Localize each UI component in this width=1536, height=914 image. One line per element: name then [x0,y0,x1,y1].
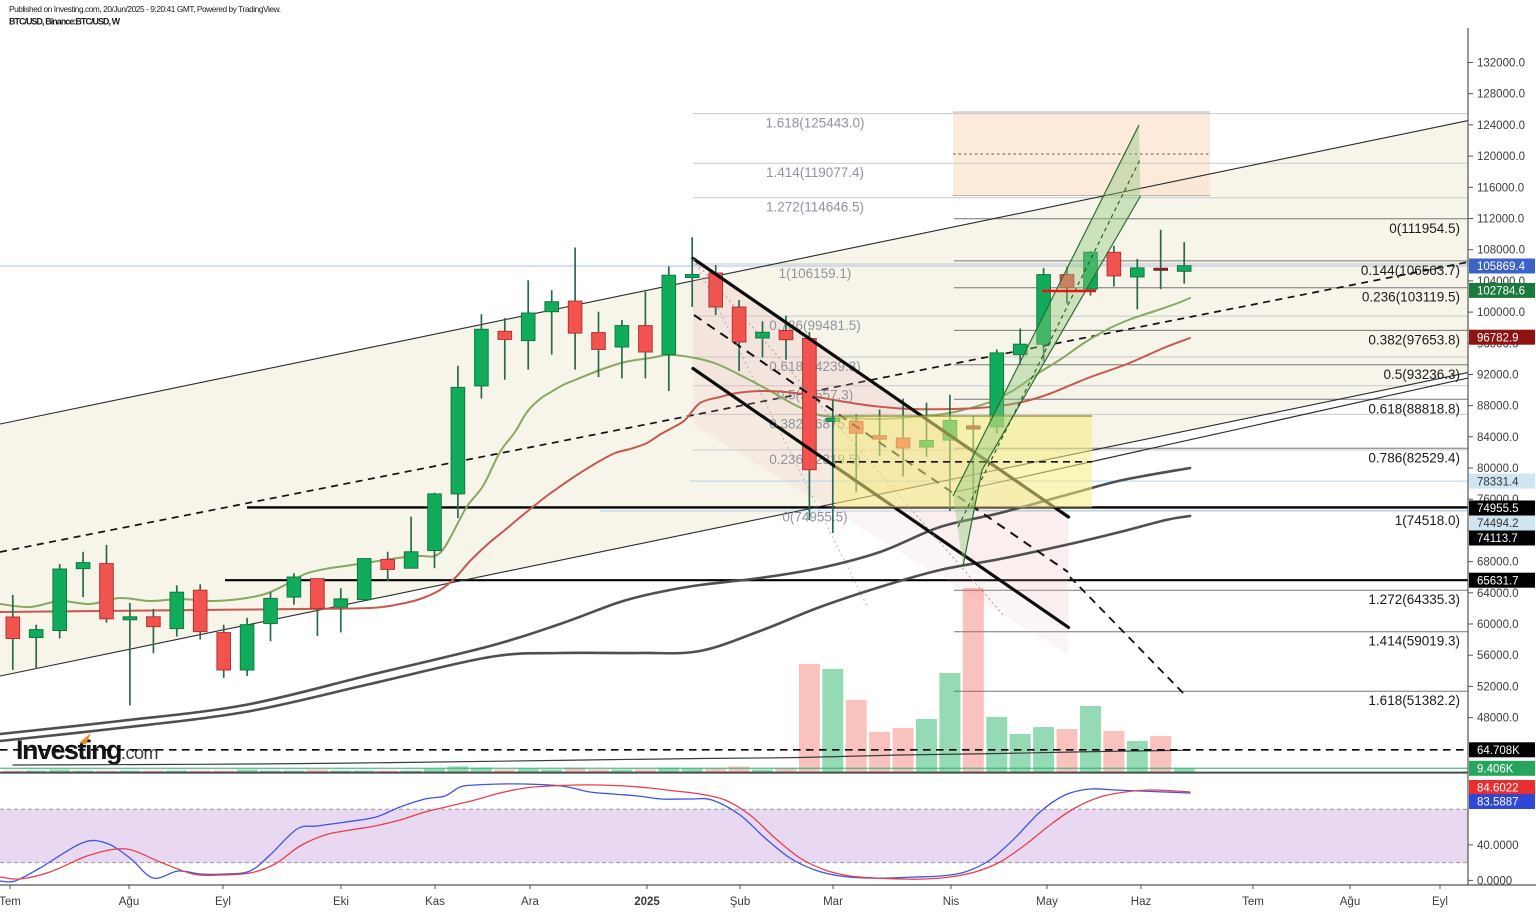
svg-text:74955.5: 74955.5 [1477,503,1519,515]
svg-text:Haz: Haz [1131,896,1152,908]
svg-text:Published on Investing.com, 20: Published on Investing.com, 20/Jun/2025 … [9,4,281,14]
svg-text:1.414(59019.3): 1.414(59019.3) [1368,634,1460,649]
svg-text:0.144(106563.7): 0.144(106563.7) [1361,263,1460,278]
svg-text:Mar: Mar [823,896,843,908]
svg-text:83.5887: 83.5887 [1477,797,1519,809]
svg-text:0.618(88818.8): 0.618(88818.8) [1368,401,1460,416]
svg-text:112000.0: 112000.0 [1477,214,1524,226]
svg-text:65631.7: 65631.7 [1477,575,1519,587]
svg-text:92000.0: 92000.0 [1477,370,1519,382]
svg-text:9.406K: 9.406K [1477,764,1514,776]
svg-text:105869.4: 105869.4 [1477,261,1526,273]
svg-text:56000.0: 56000.0 [1477,650,1519,662]
svg-text:0(111954.5): 0(111954.5) [1389,221,1460,236]
svg-text:Eyl: Eyl [1432,896,1448,908]
svg-text:96782.9: 96782.9 [1477,332,1519,344]
svg-text:Nis: Nis [943,896,960,908]
svg-text:Kas: Kas [425,896,445,908]
svg-text:0.236(103119.5): 0.236(103119.5) [1362,290,1460,305]
svg-text:80000.0: 80000.0 [1477,463,1519,475]
svg-text:102784.6: 102784.6 [1477,286,1525,298]
svg-text:120000.0: 120000.0 [1477,151,1525,163]
svg-text:1.414(119077.4): 1.414(119077.4) [766,165,864,180]
svg-text:1.272(64335.3): 1.272(64335.3) [1368,592,1460,607]
svg-text:78331.4: 78331.4 [1477,476,1519,488]
svg-text:64.708K: 64.708K [1477,745,1520,757]
svg-text:108000.0: 108000.0 [1477,245,1525,257]
svg-text:0.382(97653.8): 0.382(97653.8) [1368,332,1460,347]
svg-text:Tem: Tem [1242,896,1264,908]
svg-text:128000.0: 128000.0 [1477,89,1525,101]
svg-text:1.618(51382.2): 1.618(51382.2) [1368,693,1460,708]
svg-text:0(74955.5): 0(74955.5) [782,509,847,524]
svg-text:74113.7: 74113.7 [1477,533,1518,545]
svg-text:116000.0: 116000.0 [1477,182,1524,194]
svg-text:64000.0: 64000.0 [1477,588,1519,600]
svg-text:60000.0: 60000.0 [1477,619,1519,631]
svg-text:Ağu: Ağu [1340,896,1360,908]
svg-text:48000.0: 48000.0 [1477,713,1519,725]
svg-text:May: May [1036,896,1058,908]
svg-text:0.0000: 0.0000 [1477,875,1512,887]
svg-text:84000.0: 84000.0 [1477,432,1519,444]
svg-text:132000.0: 132000.0 [1477,58,1525,70]
svg-text:1(74518.0): 1(74518.0) [1395,513,1460,528]
svg-text:BTC/USD, Binance:BTC/USD, W: BTC/USD, Binance:BTC/USD, W [9,17,121,27]
svg-text:1.618(125443.0): 1.618(125443.0) [765,116,864,131]
svg-text:1(106159.1): 1(106159.1) [779,266,852,281]
svg-text:0.5(93236.3): 0.5(93236.3) [1383,367,1460,382]
svg-text:0.786(99481.5): 0.786(99481.5) [769,318,861,333]
svg-text:84.6022: 84.6022 [1477,783,1519,795]
svg-text:2025: 2025 [634,896,660,908]
svg-text:74494.2: 74494.2 [1477,518,1519,530]
svg-text:0.786(82529.4): 0.786(82529.4) [1368,450,1460,465]
svg-text:Ara: Ara [521,896,540,908]
svg-text:40.0000: 40.0000 [1477,840,1519,852]
svg-text:1.272(114646.5): 1.272(114646.5) [766,200,864,215]
svg-text:124000.0: 124000.0 [1477,120,1525,132]
svg-text:100000.0: 100000.0 [1477,307,1525,319]
svg-text:Tem: Tem [0,896,21,908]
svg-text:Ağu: Ağu [119,896,139,908]
svg-text:Eki: Eki [333,896,349,908]
svg-text:52000.0: 52000.0 [1477,681,1519,693]
svg-text:Şub: Şub [730,896,750,908]
svg-text:88000.0: 88000.0 [1477,401,1519,413]
svg-text:68000.0: 68000.0 [1477,557,1519,569]
svg-text:Eyl: Eyl [215,896,231,908]
